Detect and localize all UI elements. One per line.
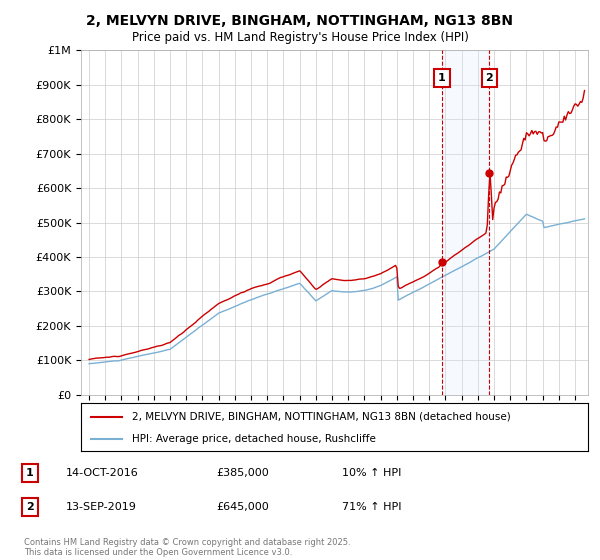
Text: HPI: Average price, detached house, Rushcliffe: HPI: Average price, detached house, Rush… — [132, 434, 376, 444]
Text: 2, MELVYN DRIVE, BINGHAM, NOTTINGHAM, NG13 8BN: 2, MELVYN DRIVE, BINGHAM, NOTTINGHAM, NG… — [86, 14, 514, 28]
Text: Price paid vs. HM Land Registry's House Price Index (HPI): Price paid vs. HM Land Registry's House … — [131, 31, 469, 44]
Text: £385,000: £385,000 — [216, 468, 269, 478]
Text: 10% ↑ HPI: 10% ↑ HPI — [342, 468, 401, 478]
Text: 71% ↑ HPI: 71% ↑ HPI — [342, 502, 401, 512]
Bar — [442, 50, 490, 395]
Text: 1: 1 — [438, 73, 446, 83]
Text: 13-SEP-2019: 13-SEP-2019 — [66, 502, 137, 512]
Text: £645,000: £645,000 — [216, 502, 269, 512]
Text: Contains HM Land Registry data © Crown copyright and database right 2025.
This d: Contains HM Land Registry data © Crown c… — [24, 538, 350, 557]
Text: 2, MELVYN DRIVE, BINGHAM, NOTTINGHAM, NG13 8BN (detached house): 2, MELVYN DRIVE, BINGHAM, NOTTINGHAM, NG… — [132, 412, 511, 422]
Text: 2: 2 — [26, 502, 34, 512]
Text: 1: 1 — [26, 468, 34, 478]
Text: 14-OCT-2016: 14-OCT-2016 — [66, 468, 139, 478]
Text: 2: 2 — [485, 73, 493, 83]
